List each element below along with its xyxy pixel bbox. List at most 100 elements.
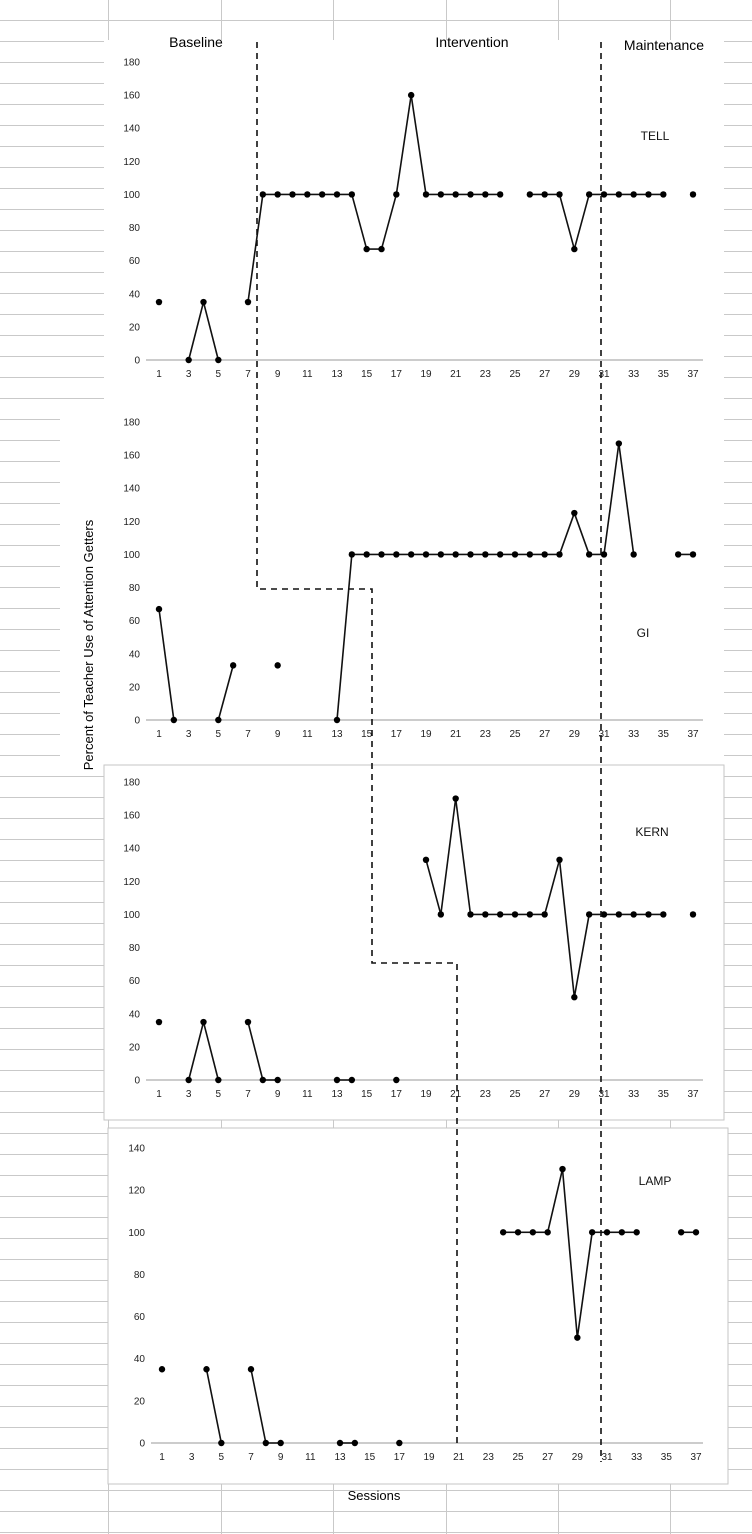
lamp-data-point xyxy=(396,1439,403,1447)
lamp-x-tick-label: 17 xyxy=(394,1452,406,1463)
tell-x-tick-label: 21 xyxy=(450,369,462,380)
lamp-series-line-segment xyxy=(205,1369,223,1444)
tell-data-point xyxy=(660,191,667,198)
tell-data-point xyxy=(289,191,296,198)
tell-data-point xyxy=(274,191,281,198)
tell-data-point xyxy=(482,191,489,198)
gi-y-tick-label: 40 xyxy=(129,649,141,660)
kern-y-tick-label: 160 xyxy=(123,811,140,822)
tell-x-tick-label: 15 xyxy=(361,369,373,380)
gi-data-point xyxy=(229,662,237,669)
gi-data-point xyxy=(556,551,563,558)
kern-data-point xyxy=(215,1076,222,1084)
tell-data-point xyxy=(378,245,385,253)
tell-data-point xyxy=(185,356,192,364)
lamp-x-tick-label: 35 xyxy=(661,1452,673,1463)
gi-series-line-segment xyxy=(618,443,635,555)
gi-data-point xyxy=(422,551,430,558)
kern-data-point xyxy=(526,911,534,918)
gi-data-point xyxy=(215,716,222,724)
gi-data-point xyxy=(274,662,281,669)
tell-series-line-segment xyxy=(202,301,220,361)
x-axis-label: Sessions xyxy=(348,1488,401,1503)
lamp-data-point xyxy=(544,1229,551,1236)
lamp-x-tick-label: 9 xyxy=(278,1452,284,1463)
gi-x-tick-label: 13 xyxy=(331,729,343,740)
gi-data-point xyxy=(615,440,623,447)
gi-data-point xyxy=(393,551,400,558)
kern-x-tick-label: 31 xyxy=(598,1089,610,1100)
gi-data-point xyxy=(452,551,459,558)
kern-data-point xyxy=(393,1076,400,1084)
phase-change-line-baseline xyxy=(256,42,458,1445)
kern-data-point xyxy=(467,911,474,918)
lamp-x-tick-label: 7 xyxy=(248,1452,254,1463)
gi-y-tick-label: 0 xyxy=(134,716,140,727)
lamp-data-point xyxy=(218,1439,225,1447)
lamp-y-tick-label: 0 xyxy=(139,1439,145,1450)
tell-x-tick-label: 29 xyxy=(569,369,581,380)
gi-x-tick-label: 27 xyxy=(539,729,551,740)
lamp-data-point xyxy=(574,1334,581,1341)
kern-y-tick-label: 0 xyxy=(134,1076,140,1087)
lamp-y-tick-label: 40 xyxy=(134,1354,146,1365)
lamp-series-line-segment xyxy=(546,1168,564,1233)
gi-series-line-segment xyxy=(573,512,590,555)
tell-data-point xyxy=(363,245,370,253)
kern-data-point xyxy=(259,1076,267,1084)
gi-y-tick-label: 100 xyxy=(123,550,140,561)
panel-lamp-background xyxy=(107,1127,729,1485)
lamp-data-point xyxy=(277,1439,284,1447)
tell-data-point xyxy=(585,191,593,198)
kern-data-point xyxy=(155,1018,163,1026)
tell-series-line-segment xyxy=(351,194,368,250)
kern-x-tick-label: 25 xyxy=(509,1089,521,1100)
gi-series-line-segment xyxy=(336,554,353,721)
tell-data-point xyxy=(452,191,459,198)
lamp-data-point xyxy=(633,1229,640,1236)
kern-data-point xyxy=(274,1076,281,1084)
kern-y-tick-label: 80 xyxy=(129,943,141,954)
gi-x-tick-label: 37 xyxy=(687,729,699,740)
phase-label-baseline: Baseline xyxy=(169,34,223,50)
tell-data-point xyxy=(393,191,400,198)
tell-series-line-segment xyxy=(247,194,264,303)
kern-y-tick-label: 40 xyxy=(129,1009,141,1020)
lamp-data-point xyxy=(262,1439,270,1447)
lamp-x-tick-label: 15 xyxy=(364,1452,376,1463)
gi-series-line-segment xyxy=(558,512,576,555)
gi-data-point xyxy=(467,551,474,558)
lamp-x-tick-label: 13 xyxy=(334,1452,346,1463)
kern-x-tick-label: 35 xyxy=(658,1089,670,1100)
tell-x-tick-label: 3 xyxy=(186,369,192,380)
kern-data-point xyxy=(689,911,697,918)
tell-data-point xyxy=(600,191,608,198)
gi-x-tick-label: 21 xyxy=(450,729,462,740)
kern-data-point xyxy=(185,1076,192,1084)
lamp-data-point xyxy=(203,1366,210,1373)
tell-series-line-segment xyxy=(380,194,398,250)
kern-data-point xyxy=(660,911,667,918)
tell-y-tick-label: 120 xyxy=(123,157,140,168)
tell-series-line-segment xyxy=(573,194,590,250)
tell-y-tick-label: 20 xyxy=(129,322,141,333)
tell-x-tick-label: 23 xyxy=(480,369,492,380)
lamp-data-point xyxy=(588,1229,596,1236)
kern-x-tick-label: 9 xyxy=(275,1089,281,1100)
gi-data-point xyxy=(600,551,608,558)
gi-data-point xyxy=(482,551,489,558)
kern-panel-title: KERN xyxy=(635,825,668,839)
kern-data-point xyxy=(571,994,578,1001)
tell-x-tick-label: 25 xyxy=(509,369,521,380)
lamp-data-point xyxy=(677,1229,685,1236)
lamp-x-tick-label: 23 xyxy=(483,1452,495,1463)
kern-data-point xyxy=(422,856,430,864)
tell-data-point xyxy=(200,298,207,306)
kern-series-line-segment xyxy=(543,859,561,915)
gi-x-tick-label: 23 xyxy=(480,729,492,740)
gi-panel-title: GI xyxy=(637,626,650,640)
kern-y-tick-label: 60 xyxy=(129,976,141,987)
lamp-data-point xyxy=(529,1229,537,1236)
kern-data-point xyxy=(333,1076,341,1084)
gi-data-point xyxy=(170,716,178,724)
